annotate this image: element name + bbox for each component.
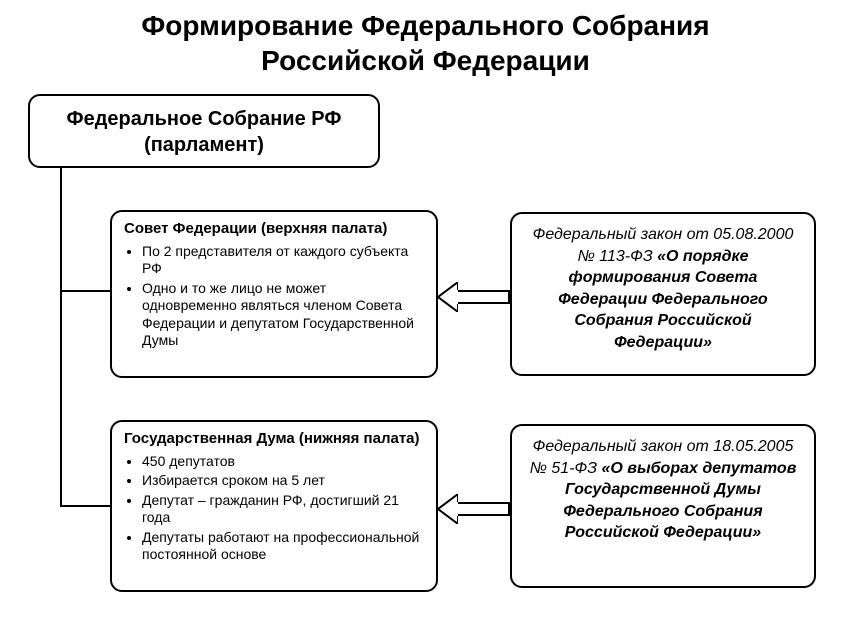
list-item: По 2 представителя от каждого субъекта Р… — [142, 243, 424, 278]
list-item: Депутат – гражданин РФ, достигший 21 год… — [142, 492, 424, 527]
root-line1: Федеральное Собрание РФ — [67, 108, 342, 130]
law-box-upper: Федеральный закон от 05.08.2000 № 113-ФЗ… — [510, 212, 816, 376]
page-title: Формирование Федерального Собрания Росси… — [0, 0, 851, 82]
list-item: Депутаты работают на профессиональной по… — [142, 529, 424, 564]
law-box-lower: Федеральный закон от 18.05.2005 № 51-ФЗ … — [510, 424, 816, 588]
title-line2: Российской Федерации — [261, 45, 590, 76]
root-node: Федеральное Собрание РФ (парламент) — [28, 94, 380, 168]
chamber-upper: Совет Федерации (верхняя палата) По 2 пр… — [110, 210, 438, 378]
arrow-law2 — [438, 494, 510, 524]
list-item: Одно и то же лицо не может одновременно … — [142, 280, 424, 350]
list-item: 450 депутатов — [142, 453, 424, 471]
title-line1: Формирование Федерального Собрания — [141, 10, 709, 41]
chamber-lower: Государственная Дума (нижняя палата) 450… — [110, 420, 438, 592]
list-item: Избирается сроком на 5 лет — [142, 472, 424, 490]
chamber-lower-title: Государственная Дума (нижняя палата) — [124, 430, 424, 449]
chamber-upper-title: Совет Федерации (верхняя палата) — [124, 220, 424, 239]
chamber-lower-list: 450 депутатовИзбирается сроком на 5 лет Д… — [124, 453, 424, 564]
root-line2: (парламент) — [144, 134, 264, 156]
chamber-upper-list: По 2 представителя от каждого субъекта Р… — [124, 243, 424, 350]
arrow-law1 — [438, 282, 510, 312]
